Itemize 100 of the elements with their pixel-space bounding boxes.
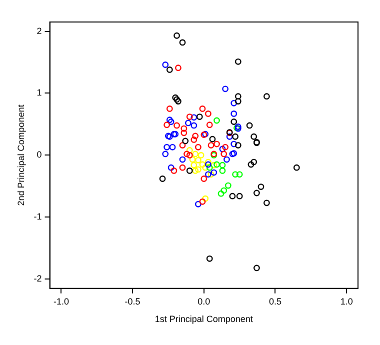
point — [199, 161, 206, 168]
point — [170, 167, 178, 174]
point — [209, 136, 216, 142]
point — [159, 176, 166, 182]
point — [224, 156, 230, 163]
point — [204, 110, 212, 117]
point — [246, 122, 253, 129]
x-tick-label: 1.0 — [340, 296, 353, 306]
point — [190, 122, 198, 129]
point — [179, 156, 186, 163]
point — [250, 133, 258, 140]
x-tick-label: 0.5 — [268, 296, 282, 306]
y-tick-label: 1 — [36, 88, 42, 98]
point — [204, 161, 212, 168]
point — [230, 100, 238, 106]
point — [208, 171, 214, 178]
point — [232, 171, 238, 178]
point — [164, 144, 170, 150]
point — [198, 152, 204, 158]
point — [202, 195, 209, 202]
point — [166, 116, 173, 124]
point — [230, 118, 238, 125]
point — [248, 161, 254, 168]
point — [226, 133, 233, 140]
y-axis-title: 2nd Principal Component — [16, 104, 26, 206]
x-tick-label: -1.0 — [53, 296, 69, 306]
y-tick-label: 2 — [36, 26, 42, 36]
point — [192, 132, 199, 140]
x-axis-title: 1st Principal Component — [154, 314, 254, 324]
point — [234, 93, 242, 100]
point — [220, 150, 228, 158]
point — [192, 167, 199, 174]
point — [218, 190, 224, 197]
point — [166, 106, 173, 112]
point — [186, 152, 193, 158]
point — [234, 142, 242, 148]
point — [219, 167, 226, 174]
point — [196, 114, 203, 120]
point — [208, 142, 214, 148]
point — [220, 187, 228, 194]
point — [234, 98, 242, 104]
point — [184, 150, 190, 158]
point — [174, 32, 180, 39]
point — [194, 200, 202, 208]
point — [180, 125, 188, 132]
point — [174, 96, 180, 103]
point — [236, 192, 243, 200]
point — [250, 158, 258, 166]
point — [166, 66, 173, 73]
point — [210, 169, 218, 176]
point — [168, 118, 174, 125]
point — [222, 86, 229, 92]
point — [214, 161, 220, 168]
y-tick-label: -1 — [34, 212, 42, 222]
point — [229, 192, 236, 200]
point — [230, 110, 238, 117]
point — [206, 255, 213, 262]
point — [253, 264, 260, 272]
point — [186, 167, 193, 174]
x-tick-label: -0.5 — [124, 296, 140, 306]
point — [172, 94, 179, 101]
point — [224, 182, 232, 189]
point — [204, 158, 212, 166]
point — [236, 171, 243, 178]
point — [206, 122, 213, 128]
point — [162, 62, 169, 68]
point — [194, 166, 202, 173]
point — [185, 120, 192, 126]
point — [204, 171, 212, 178]
point — [222, 144, 229, 150]
point — [230, 140, 238, 148]
point — [179, 164, 186, 171]
point — [253, 190, 260, 196]
point — [190, 136, 198, 143]
point — [263, 93, 270, 100]
point — [219, 146, 226, 152]
point — [293, 164, 300, 171]
point — [189, 156, 196, 163]
point — [232, 133, 238, 140]
point — [200, 176, 208, 182]
point — [234, 58, 242, 65]
point — [175, 64, 182, 72]
point — [175, 98, 182, 104]
point — [199, 106, 206, 112]
x-tick-label: 0.0 — [198, 296, 210, 306]
point — [214, 140, 220, 148]
point — [169, 144, 176, 150]
point — [199, 198, 206, 205]
point — [206, 164, 213, 171]
point — [258, 184, 264, 190]
point — [182, 138, 189, 144]
point — [194, 144, 202, 150]
point — [168, 164, 174, 171]
point — [164, 122, 170, 128]
point — [263, 200, 270, 206]
point — [190, 162, 198, 168]
point — [214, 117, 220, 124]
point — [202, 164, 209, 171]
point — [179, 142, 186, 148]
point — [186, 147, 193, 154]
